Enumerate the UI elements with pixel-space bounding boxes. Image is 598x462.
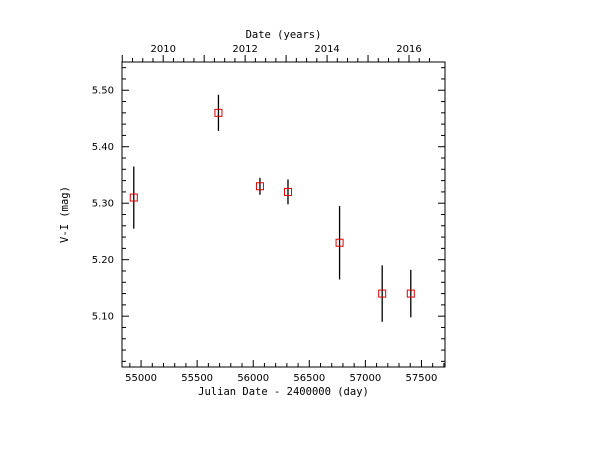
x-tick-label: 56000 (237, 373, 269, 384)
y-tick-label: 5.10 (92, 312, 114, 323)
data-point (129, 193, 138, 202)
data-point (283, 187, 292, 196)
x-tick-label: 57000 (349, 373, 381, 384)
axis-tick-labels: 55000 55500 56000 56500 57000 57500 2010 2012 20… (92, 44, 438, 384)
y-tick-label: 5.40 (92, 142, 114, 153)
data-point (255, 182, 264, 191)
axis-ticks (121, 55, 445, 367)
x-tick-label: 55500 (181, 373, 213, 384)
y-tick-label: 5.20 (92, 255, 114, 266)
y-tick-label: 5.50 (92, 86, 114, 97)
plot-frame (121, 61, 446, 368)
top-tick-label: 2016 (396, 44, 421, 55)
data-point (406, 289, 415, 298)
x-tick-label: 57500 (406, 373, 438, 384)
data-marks (129, 94, 415, 322)
x-axis-title: Julian Date - 2400000 (day) (198, 386, 369, 398)
top-tick-label: 2014 (314, 44, 339, 55)
top-tick-label: 2010 (150, 44, 175, 55)
data-point (335, 238, 344, 247)
x-tick-label: 56500 (293, 373, 325, 384)
top-axis-title: Date (years) (246, 29, 322, 41)
data-point (378, 289, 387, 298)
top-tick-label: 2012 (232, 44, 257, 55)
data-point (214, 108, 223, 117)
x-tick-label: 55000 (125, 373, 157, 384)
y-tick-label: 5.30 (92, 199, 114, 210)
y-axis-title: V-I (mag) (59, 186, 71, 243)
